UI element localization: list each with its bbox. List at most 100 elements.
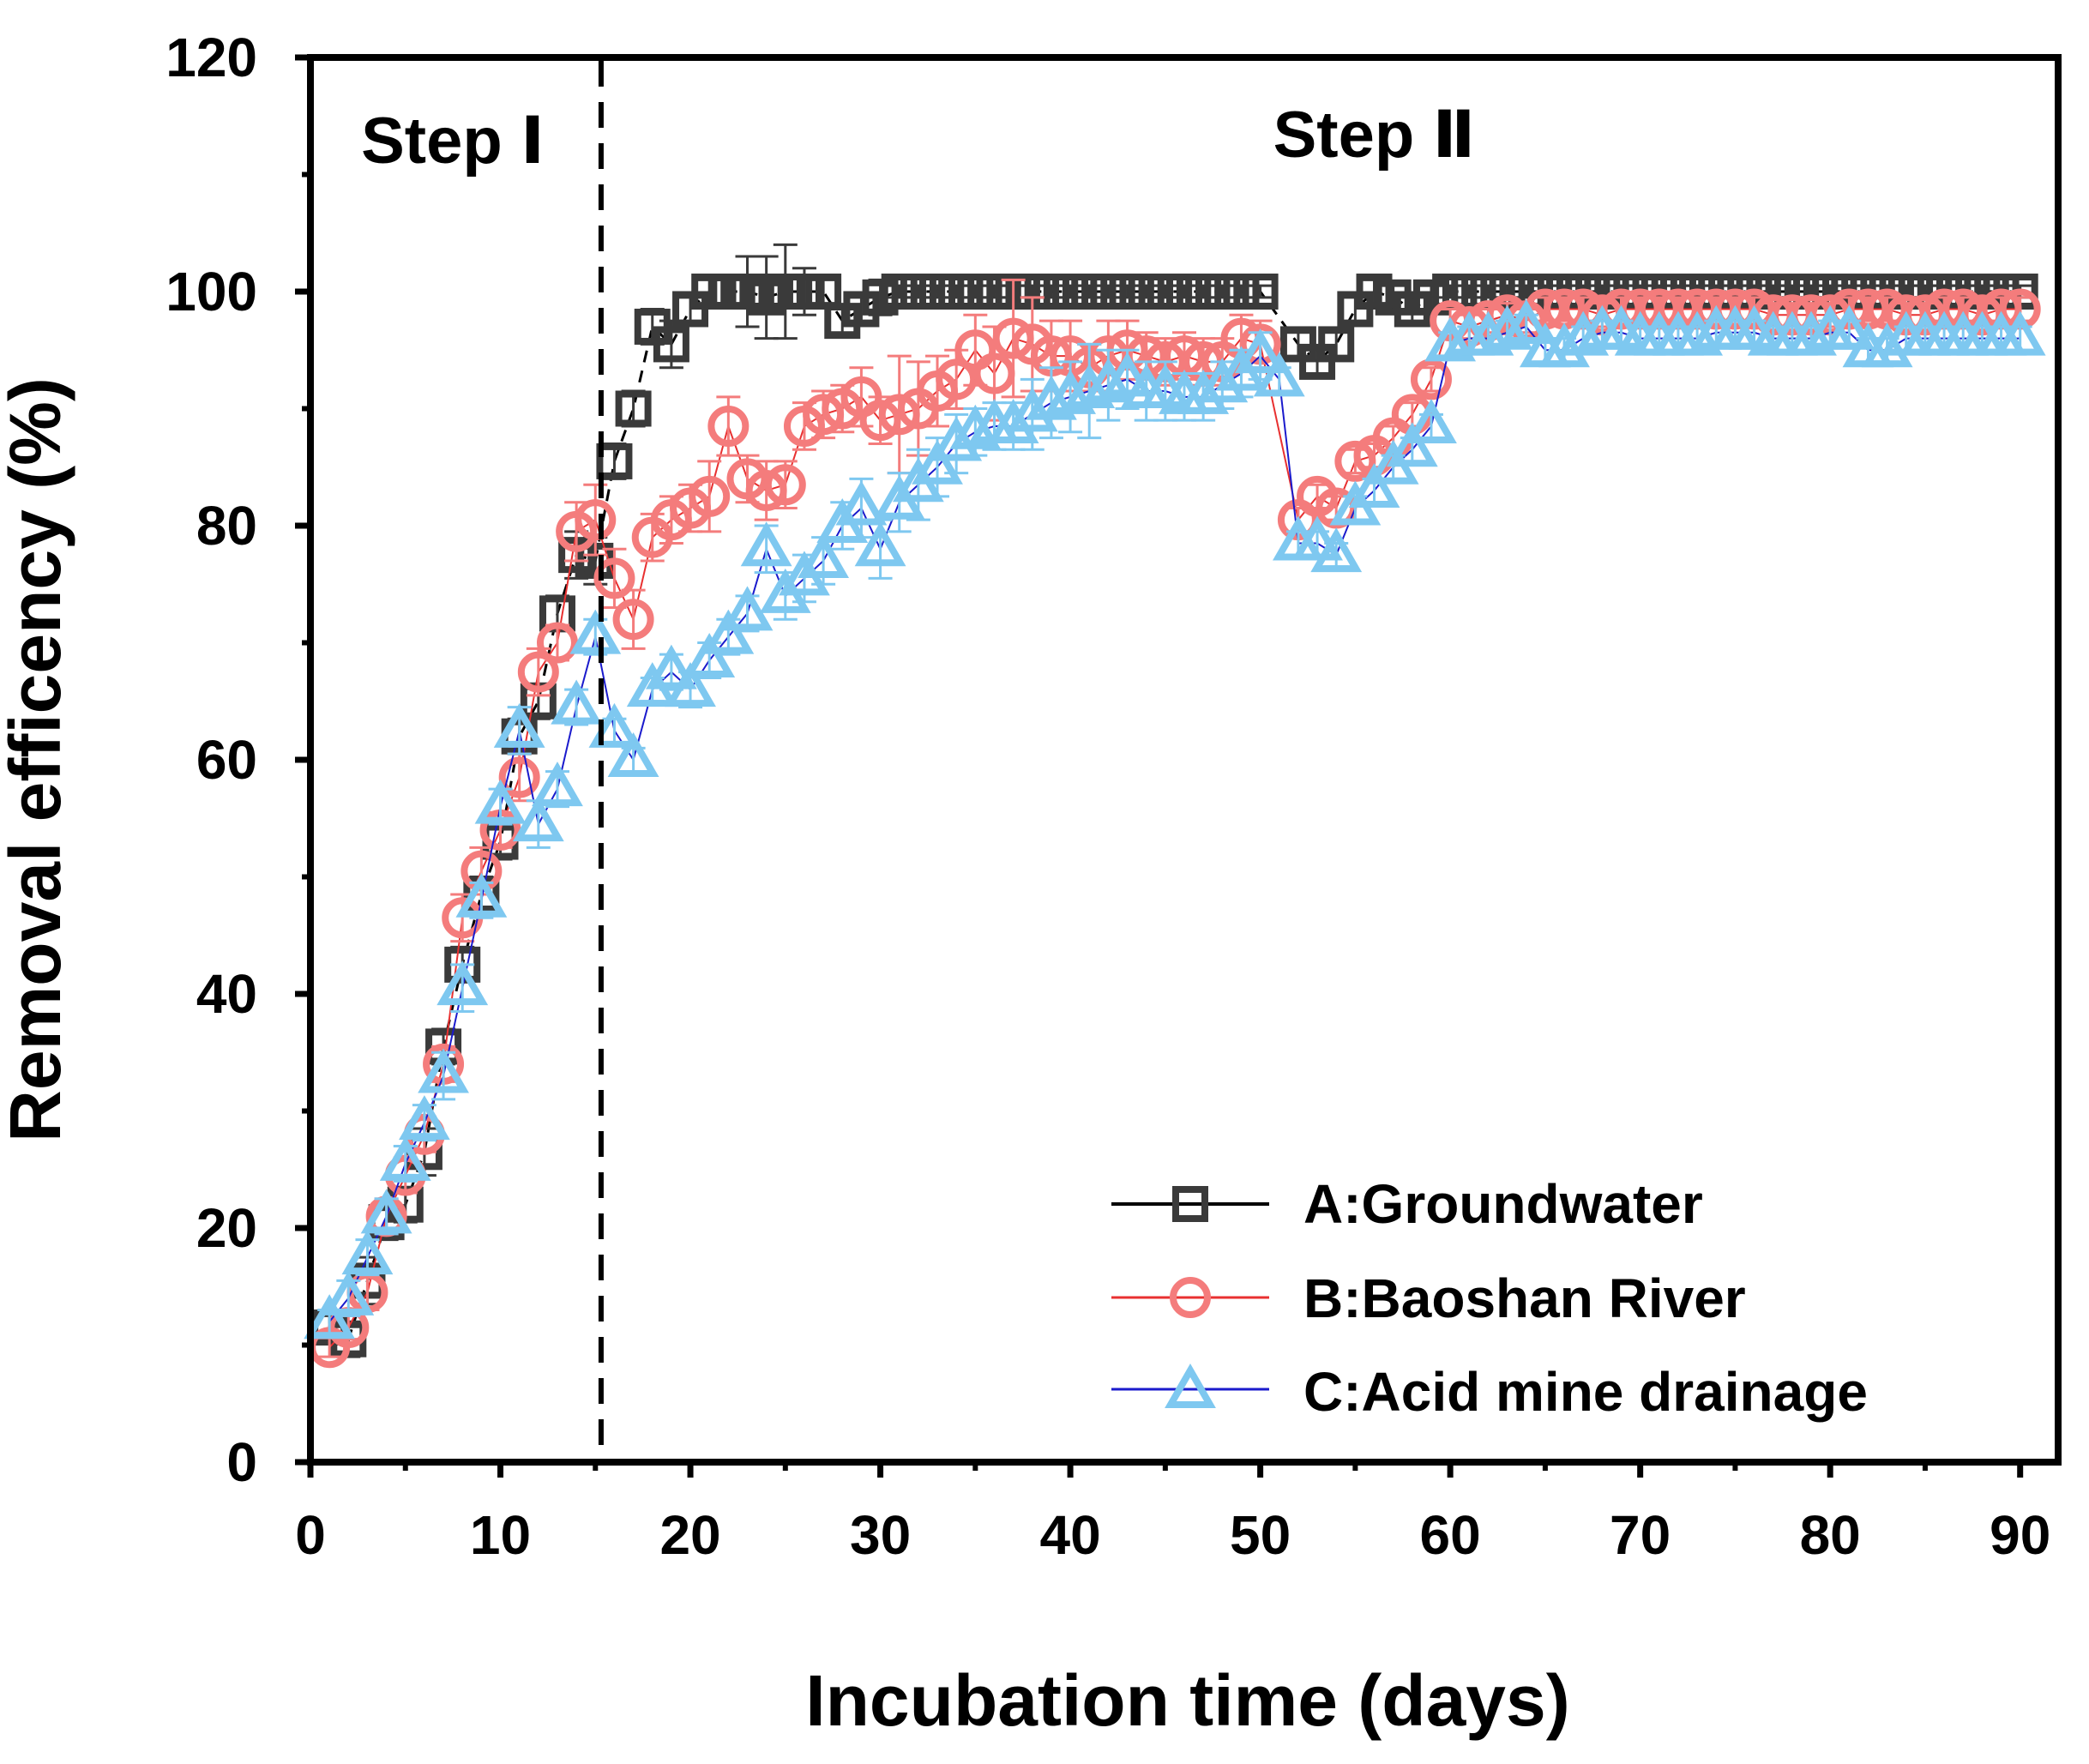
legend-item-baoshan-river: B:Baoshan River [1111,1267,1746,1329]
data-point [803,394,845,436]
data-point [859,400,901,442]
data-point [1101,352,1153,397]
data-point [1412,279,1449,316]
data-point [588,702,641,748]
data-point [930,416,983,461]
data-point [900,274,936,310]
data-point [1109,274,1146,310]
legend-label-acid-mine-drainage: C:Acid mine drainage [1303,1361,1868,1423]
step-1-label: Step Ⅰ [361,105,545,178]
data-point [1026,375,1077,420]
data-point [593,557,635,599]
y-axis-title: Removal efficency (%) [0,377,75,1142]
data-point [854,521,906,567]
y-tick-label: 100 [166,261,257,322]
x-tick-label: 70 [1610,1504,1671,1566]
data-point [1538,322,1590,368]
data-point [1406,398,1457,443]
data-point [745,470,787,512]
data-point [881,274,918,310]
legend-item-groundwater: A:Groundwater [1111,1173,1703,1235]
data-point [1063,364,1116,409]
data-point [645,644,697,689]
data-point [1861,322,1913,368]
data-point [551,679,603,725]
data-point [748,279,785,316]
data-point [764,464,806,506]
legend-marker-baoshan-river [1170,1277,1211,1318]
data-point [1128,274,1165,310]
data-point [805,274,842,310]
y-tick-label: 80 [196,495,257,557]
x-tick-label: 50 [1230,1504,1291,1566]
data-point [1196,358,1249,403]
step-2-label: Step Ⅱ [1273,99,1476,172]
data-point [973,352,1015,394]
data-point [786,274,822,310]
y-tick-label: 20 [196,1197,257,1259]
data-point [512,797,564,842]
data-point [1410,358,1452,400]
data-point [498,756,540,798]
data-point [912,439,963,485]
legend-label-baoshan-river: B:Baoshan River [1303,1267,1746,1329]
legend-label-groundwater: A:Groundwater [1303,1173,1703,1235]
data-point [1356,274,1393,310]
data-point [683,632,736,677]
data-point [517,651,559,693]
data-point [493,702,545,748]
x-tick-label: 60 [1420,1504,1481,1566]
data-point [919,274,956,310]
y-tick-label: 60 [196,729,257,791]
data-point [702,609,755,654]
data-point [835,480,888,526]
data-point [1334,440,1376,482]
data-point [1823,304,1875,350]
series-layer [304,243,2046,1369]
data-point [710,274,747,310]
data-point [992,317,1034,359]
data-point [798,533,850,578]
data-point [341,1230,394,1275]
data-point [575,499,617,541]
data-point [596,443,633,479]
data-point [536,622,578,664]
data-point [615,390,652,427]
data-point [957,274,994,310]
data-point [691,274,728,310]
data-point [1234,328,1286,374]
data-point [1994,310,2046,356]
data-point [474,779,527,824]
data-point [1348,463,1400,509]
data-point [1166,274,1202,310]
data-point [1500,298,1552,344]
data-point [1242,274,1279,310]
data-point [1253,352,1305,397]
data-point [569,609,622,654]
legend-marker-acid-mine-drainage [1165,1363,1216,1408]
data-point [1082,358,1135,403]
series-line [328,325,2020,1322]
data-point [1071,274,1108,310]
data-point [665,662,716,707]
data-point [653,326,689,363]
data-point [1032,274,1069,310]
data-point [938,274,975,310]
data-point [322,1270,375,1315]
y-tick-label: 40 [196,963,257,1025]
legend: A:Groundwater B:Baoshan River C:Acid min… [1111,1173,1868,1423]
data-point [1223,274,1260,310]
data-point [740,521,792,567]
data-point [1318,326,1355,363]
legend-marker-shape [1170,1277,1211,1318]
data-point [418,1048,469,1093]
y-tick-label: 120 [166,27,257,88]
data-point [398,1095,450,1141]
data-point [721,586,774,631]
data-point [1204,274,1241,310]
x-tick-label: 0 [295,1504,326,1566]
data-point [689,475,731,517]
x-tick-label: 40 [1039,1504,1100,1566]
data-point [1424,316,1477,362]
plot-frame [307,54,2062,1466]
